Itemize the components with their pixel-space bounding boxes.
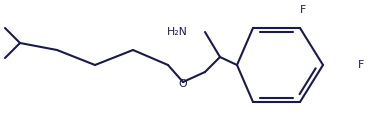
Text: H₂N: H₂N <box>167 27 188 37</box>
Text: F: F <box>358 60 364 70</box>
Text: O: O <box>179 79 187 89</box>
Text: F: F <box>300 5 306 15</box>
